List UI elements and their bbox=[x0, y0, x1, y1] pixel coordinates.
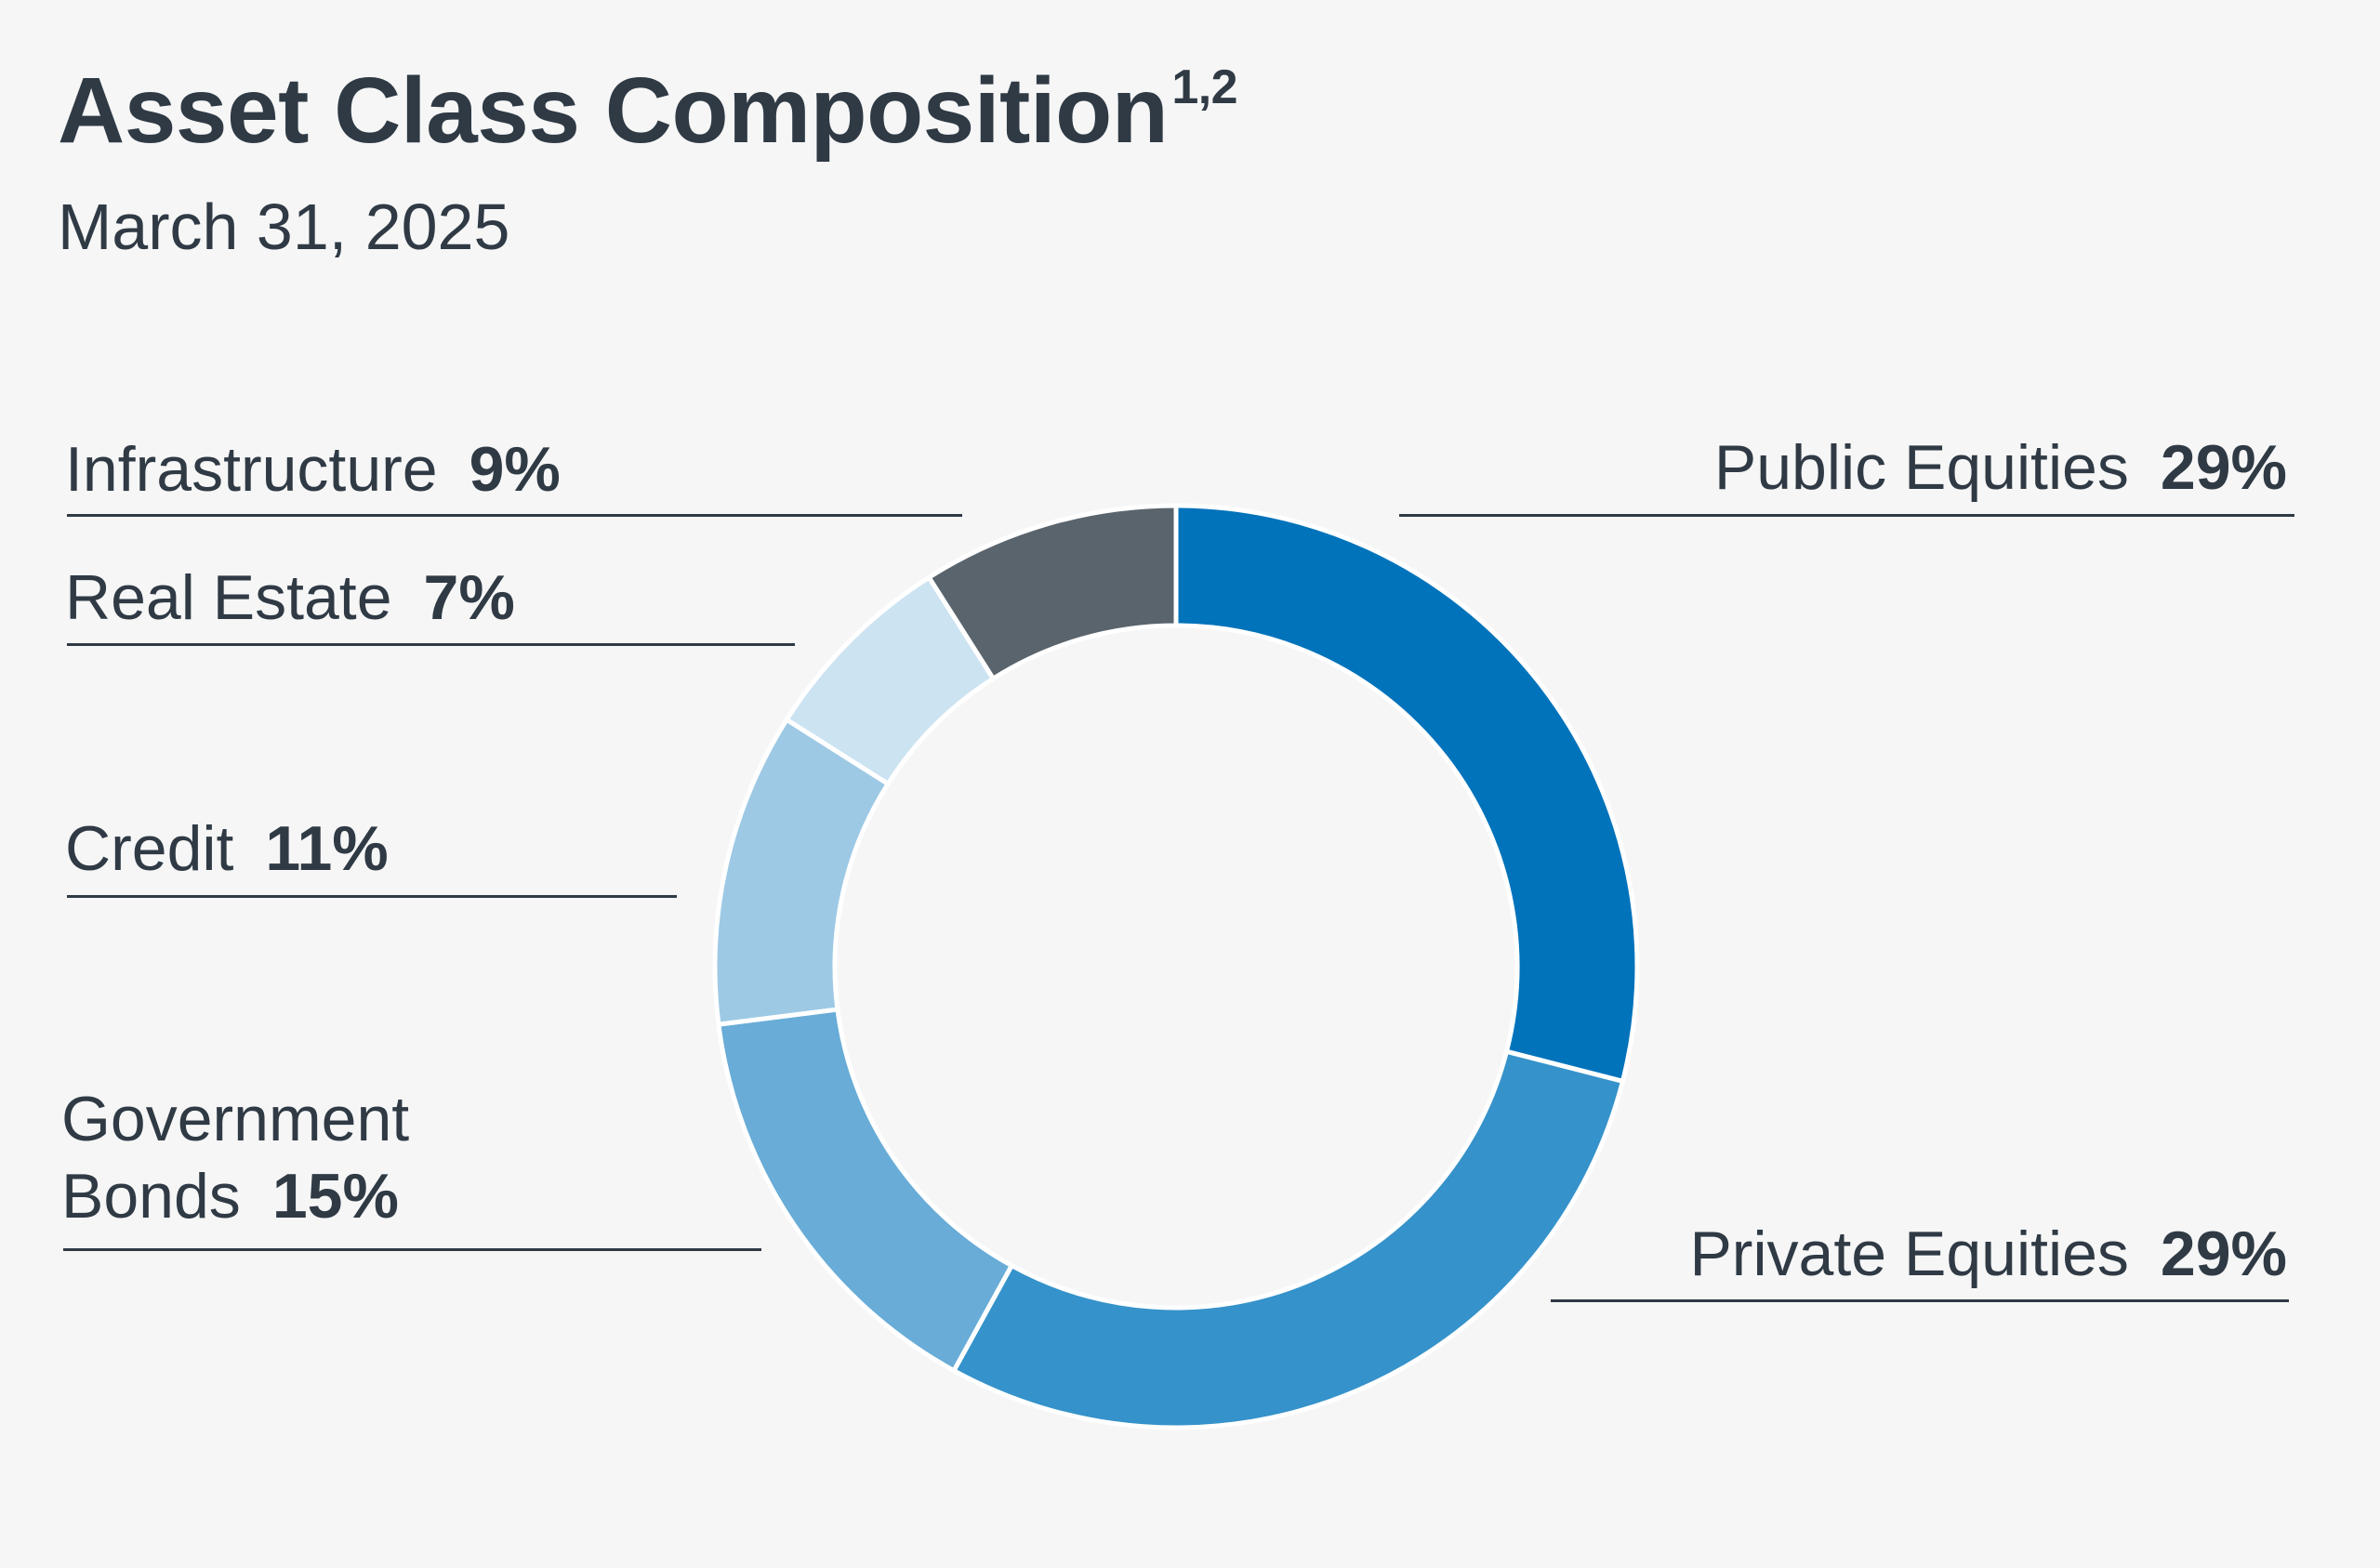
label-percent: 29% bbox=[2160, 432, 2287, 503]
label-public-equities: Public Equities 29% bbox=[1714, 429, 2287, 507]
label-name: Infrastructure bbox=[65, 434, 438, 505]
label-name: Credit bbox=[65, 813, 234, 884]
label-name: Public Equities bbox=[1713, 432, 2129, 503]
label-government-bonds: Government Bonds 15% bbox=[61, 1081, 409, 1235]
label-name-line1: Government bbox=[61, 1084, 410, 1154]
leader-line-private-equities bbox=[1551, 1299, 2289, 1302]
chart-title-text: Asset Class Composition bbox=[58, 59, 1169, 163]
label-percent: 11% bbox=[265, 813, 389, 884]
label-name: Private Equities bbox=[1689, 1219, 2129, 1289]
label-percent: 9% bbox=[469, 434, 561, 505]
label-percent: 15% bbox=[271, 1160, 399, 1232]
label-infrastructure: Infrastructure 9% bbox=[65, 431, 561, 508]
leader-line-real-estate bbox=[67, 643, 795, 646]
label-name: Real Estate bbox=[65, 562, 392, 633]
label-name-line2: Bonds bbox=[61, 1160, 241, 1232]
chart-title: Asset Class Composition1,2 bbox=[58, 59, 1238, 163]
label-real-estate: Real Estate 7% bbox=[65, 560, 515, 637]
slice-public-equities bbox=[1173, 503, 1640, 1085]
title-footnote-marker: 1,2 bbox=[1171, 60, 1238, 114]
label-private-equities: Private Equities 29% bbox=[1689, 1216, 2287, 1293]
leader-line-credit bbox=[67, 895, 677, 898]
leader-line-government-bonds bbox=[63, 1248, 761, 1251]
label-percent: 7% bbox=[423, 562, 515, 633]
label-credit: Credit 11% bbox=[65, 810, 389, 888]
chart-subtitle: March 31, 2025 bbox=[58, 191, 510, 263]
slice-private-equities bbox=[950, 1048, 1626, 1430]
slice-infrastructure bbox=[925, 503, 1179, 682]
label-percent: 29% bbox=[2160, 1219, 2287, 1289]
leader-line-public-equities bbox=[1399, 514, 2294, 517]
slice-government-bonds bbox=[716, 1007, 1015, 1375]
leader-line-infrastructure bbox=[67, 514, 962, 517]
